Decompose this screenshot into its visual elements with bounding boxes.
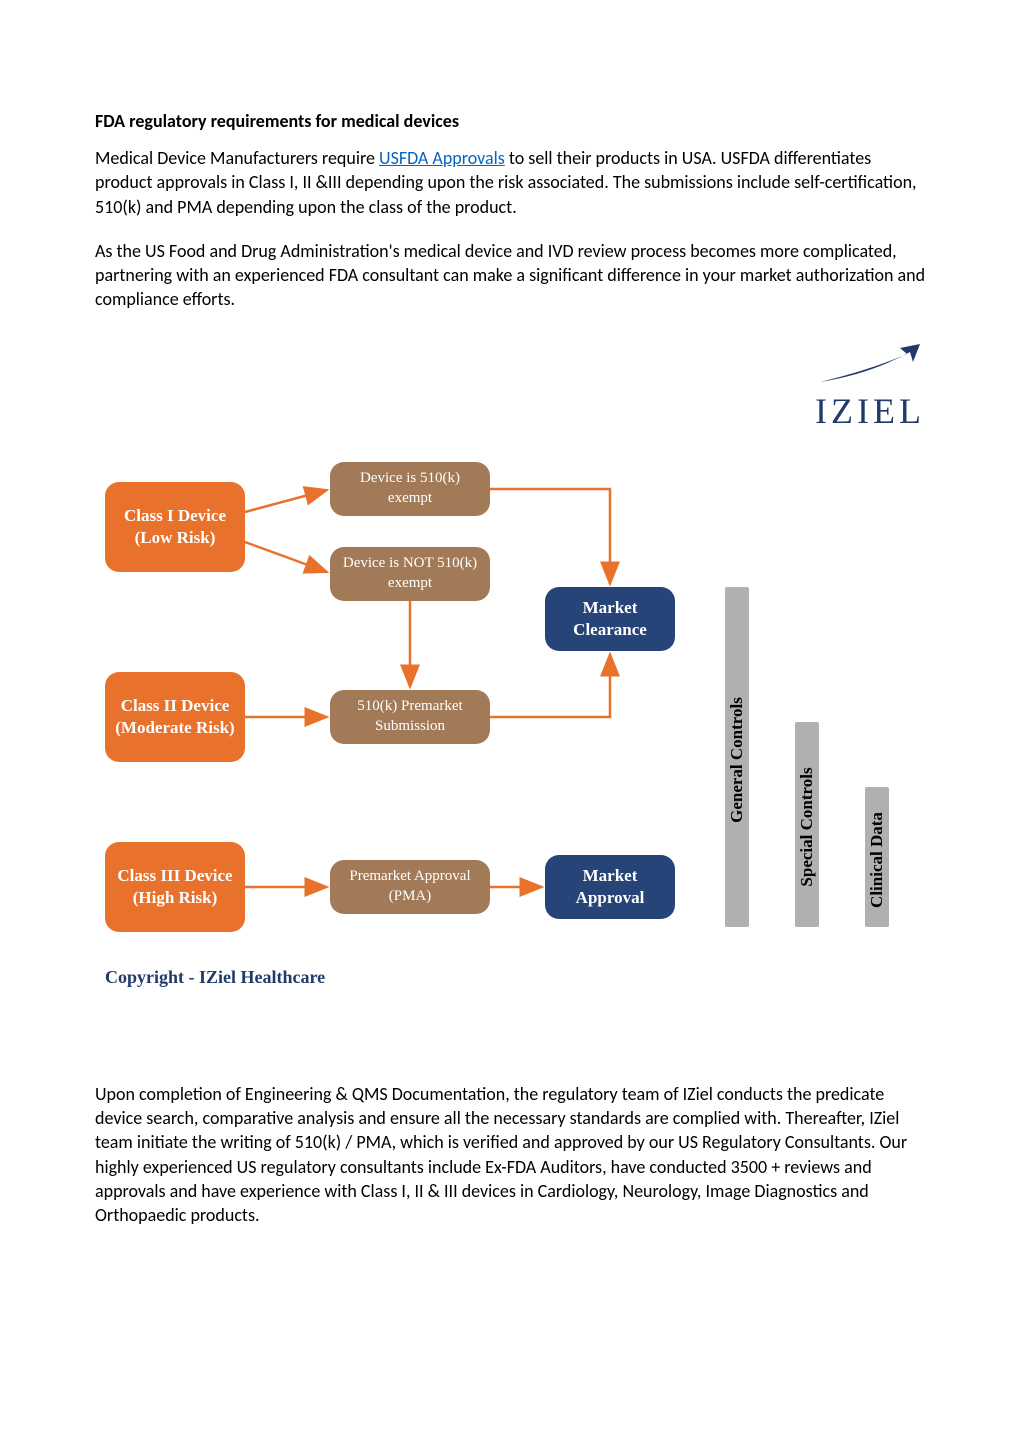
special-controls-label: Special Controls xyxy=(797,747,817,907)
class-2-label: Class II Device (Moderate Risk) xyxy=(115,695,235,739)
premarket-submission-box: 510(k) Premarket Submission xyxy=(330,690,490,744)
page-title: FDA regulatory requirements for medical … xyxy=(95,110,928,132)
para1-before: Medical Device Manufacturers require xyxy=(95,147,379,169)
not-exempt-box: Device is NOT 510(k) exempt xyxy=(330,547,490,601)
intro-paragraph-1: Medical Device Manufacturers require USF… xyxy=(95,146,928,219)
fda-flowchart: IZIEL Class xyxy=(95,342,925,1022)
clinical-data-label: Clinical Data xyxy=(867,790,887,930)
market-approval-box: Market Approval xyxy=(545,855,675,919)
market-clearance-box: Market Clearance xyxy=(545,587,675,651)
class-3-box: Class III Device (High Risk) xyxy=(105,842,245,932)
class-1-box: Class I Device (Low Risk) xyxy=(105,482,245,572)
general-controls-label: General Controls xyxy=(727,680,747,840)
exempt-label: Device is 510(k) exempt xyxy=(340,469,480,508)
pma-label: Premarket Approval (PMA) xyxy=(340,867,480,906)
premarket-submission-label: 510(k) Premarket Submission xyxy=(340,697,480,736)
not-exempt-label: Device is NOT 510(k) exempt xyxy=(340,554,480,593)
class-2-box: Class II Device (Moderate Risk) xyxy=(105,672,245,762)
class-1-label: Class I Device (Low Risk) xyxy=(115,505,235,549)
market-approval-label: Market Approval xyxy=(555,865,665,909)
class-3-label: Class III Device (High Risk) xyxy=(115,865,235,909)
pma-box: Premarket Approval (PMA) xyxy=(330,860,490,914)
usfda-approvals-link[interactable]: USFDA Approvals xyxy=(379,147,505,169)
market-clearance-label: Market Clearance xyxy=(555,597,665,641)
intro-paragraph-2: As the US Food and Drug Administration's… xyxy=(95,239,928,312)
diagram-copyright: Copyright - IZiel Healthcare xyxy=(105,967,325,988)
body-paragraph-3: Upon completion of Engineering & QMS Doc… xyxy=(95,1082,928,1228)
document-page: FDA regulatory requirements for medical … xyxy=(0,0,1023,1328)
exempt-box: Device is 510(k) exempt xyxy=(330,462,490,516)
